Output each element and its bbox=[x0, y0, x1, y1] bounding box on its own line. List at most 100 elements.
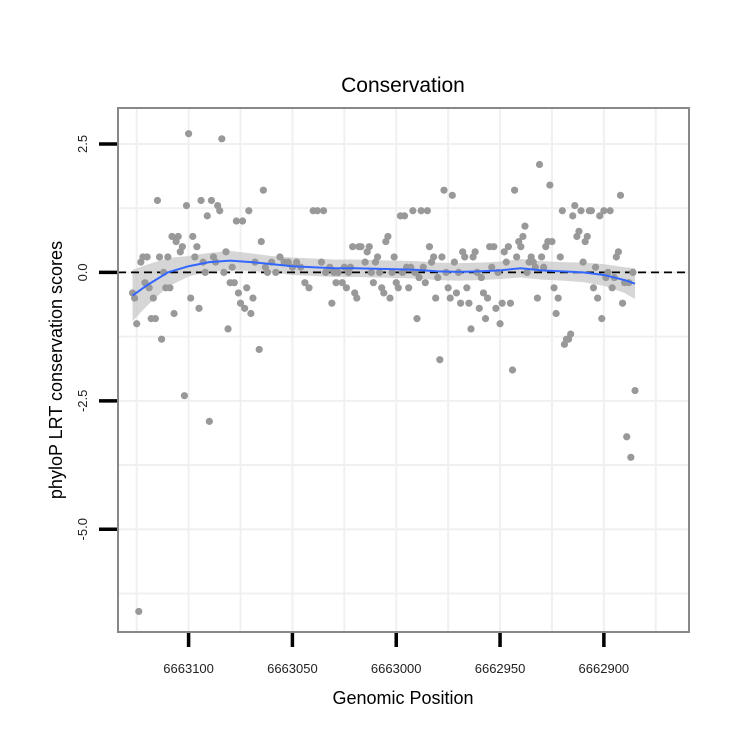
data-point bbox=[519, 232, 527, 241]
data-point bbox=[259, 186, 267, 194]
data-point bbox=[417, 207, 425, 215]
data-point bbox=[477, 273, 485, 282]
smooth-line bbox=[131, 259, 636, 297]
data-point bbox=[201, 268, 209, 276]
grid-lines bbox=[118, 108, 689, 632]
data-point bbox=[450, 258, 458, 266]
data-point bbox=[546, 181, 554, 189]
data-point bbox=[421, 279, 429, 287]
data-point bbox=[197, 196, 205, 205]
data-point bbox=[457, 299, 465, 307]
data-point bbox=[448, 191, 456, 199]
y-tick-label: -5.0 bbox=[75, 518, 90, 540]
data-point bbox=[338, 279, 346, 287]
data-point bbox=[365, 243, 373, 251]
data-point bbox=[440, 186, 448, 194]
data-point bbox=[623, 433, 631, 441]
data-point bbox=[228, 263, 236, 271]
data-point bbox=[334, 268, 342, 276]
data-point bbox=[423, 207, 431, 215]
data-point bbox=[257, 237, 265, 246]
data-point bbox=[434, 273, 442, 282]
data-point bbox=[523, 268, 531, 276]
data-point bbox=[629, 268, 637, 276]
data-point bbox=[349, 243, 357, 251]
data-point bbox=[187, 294, 195, 302]
data-point bbox=[446, 294, 454, 302]
data-point bbox=[488, 263, 496, 271]
data-point bbox=[149, 294, 157, 302]
data-point bbox=[463, 284, 471, 292]
data-point bbox=[604, 268, 612, 276]
data-point bbox=[135, 607, 143, 616]
x-tick-label: 6662950 bbox=[475, 661, 526, 676]
data-point bbox=[465, 299, 473, 307]
data-point bbox=[614, 248, 623, 256]
data-point bbox=[430, 253, 438, 261]
data-point bbox=[218, 135, 226, 143]
data-point bbox=[305, 284, 313, 292]
data-point bbox=[234, 289, 243, 297]
data-point bbox=[230, 279, 238, 287]
data-point bbox=[182, 202, 191, 210]
data-point bbox=[483, 294, 492, 302]
y-tick-label: 0.0 bbox=[75, 263, 90, 281]
data-point bbox=[249, 294, 257, 302]
data-point bbox=[444, 284, 452, 292]
data-point bbox=[224, 325, 232, 333]
data-point bbox=[540, 263, 548, 271]
data-point bbox=[151, 315, 159, 323]
y-tick-label: -2.5 bbox=[75, 390, 90, 412]
data-point bbox=[506, 299, 515, 307]
data-point bbox=[158, 335, 166, 343]
data-point bbox=[386, 294, 394, 302]
data-point bbox=[552, 309, 560, 318]
data-point bbox=[178, 243, 186, 251]
data-point bbox=[155, 253, 164, 261]
data-point bbox=[535, 160, 544, 169]
smooth-line-layer bbox=[131, 259, 636, 297]
data-point bbox=[413, 315, 421, 323]
chart-title: Conservation bbox=[341, 74, 465, 97]
data-point bbox=[369, 279, 377, 287]
data-point bbox=[388, 268, 396, 276]
data-point bbox=[500, 248, 508, 256]
data-point bbox=[203, 212, 211, 220]
data-point bbox=[373, 253, 382, 261]
data-point bbox=[432, 294, 440, 302]
data-point bbox=[475, 304, 483, 312]
panel-border bbox=[117, 107, 690, 633]
data-point bbox=[216, 207, 224, 215]
data-point bbox=[550, 284, 558, 292]
x-tick-label: 6662900 bbox=[579, 661, 630, 676]
data-point bbox=[191, 253, 199, 261]
data-point bbox=[533, 294, 542, 302]
data-point bbox=[220, 268, 228, 276]
data-point bbox=[384, 232, 392, 241]
data-point bbox=[452, 289, 461, 297]
data-point bbox=[317, 258, 326, 266]
data-point bbox=[174, 232, 182, 241]
data-point bbox=[521, 222, 529, 230]
data-point bbox=[508, 366, 517, 374]
data-point bbox=[461, 253, 469, 261]
data-point bbox=[164, 253, 172, 261]
data-point bbox=[608, 284, 616, 292]
data-point bbox=[490, 243, 498, 251]
data-point bbox=[571, 202, 579, 210]
x-tick-label: 6663100 bbox=[163, 661, 214, 676]
data-point bbox=[471, 248, 479, 256]
data-point bbox=[153, 196, 162, 205]
data-point bbox=[577, 207, 585, 215]
data-point bbox=[376, 268, 384, 276]
data-points bbox=[128, 130, 639, 616]
data-point bbox=[319, 207, 328, 215]
data-point bbox=[255, 345, 263, 354]
data-point bbox=[438, 253, 446, 261]
data-point bbox=[510, 186, 519, 194]
data-point bbox=[189, 232, 197, 241]
data-point bbox=[425, 243, 434, 251]
data-point bbox=[398, 268, 407, 276]
data-point bbox=[232, 217, 240, 225]
y-axis-title: phyloP LRT conservation scores bbox=[46, 241, 66, 499]
